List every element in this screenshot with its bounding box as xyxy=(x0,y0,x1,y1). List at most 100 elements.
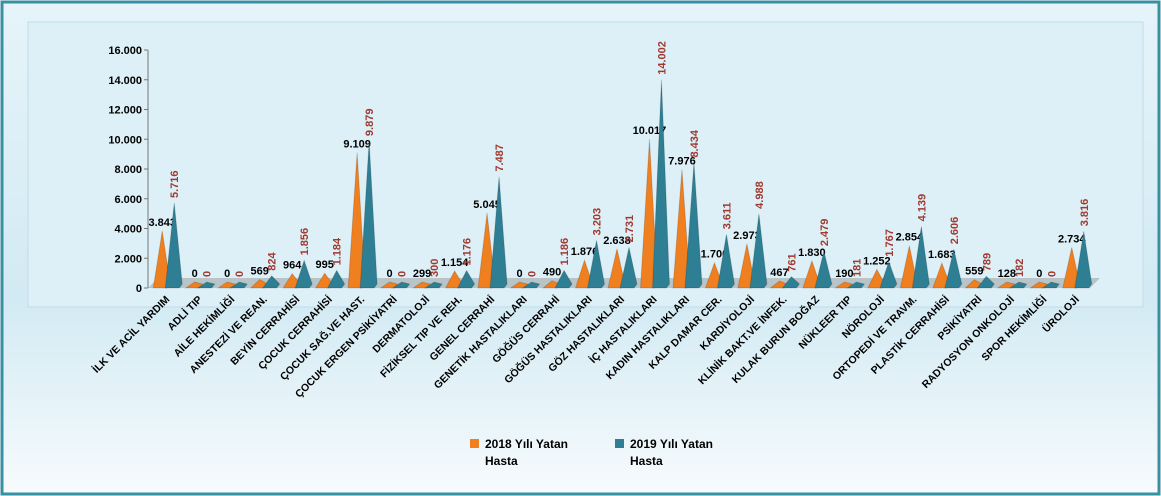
value-label: 299 xyxy=(413,268,431,280)
bar xyxy=(833,281,854,289)
value-label: 789 xyxy=(981,253,993,271)
value-label: 0 xyxy=(202,271,214,277)
value-label: 2.479 xyxy=(819,219,831,247)
value-label: 2.973 xyxy=(733,230,761,242)
value-label: 0 xyxy=(387,268,393,280)
legend: 2018 Yılı Yatan Hasta 2019 Yılı Yatan Has… xyxy=(470,436,730,470)
y-tick-label: 12.000 xyxy=(108,105,142,117)
value-label: 1.154 xyxy=(441,257,469,269)
bar xyxy=(456,269,476,289)
value-label: 5.045 xyxy=(473,199,501,211)
value-label: 1.700 xyxy=(701,249,729,261)
value-label: 128 xyxy=(998,268,1016,280)
value-label: 2.731 xyxy=(624,215,636,243)
value-label: 9.109 xyxy=(343,139,371,151)
bar xyxy=(814,251,833,289)
bar xyxy=(520,281,541,289)
y-tick-label: 4.000 xyxy=(114,224,142,236)
legend-label: 2018 Yılı Yatan Hasta xyxy=(485,437,568,468)
value-label: 490 xyxy=(543,267,561,279)
value-label: 1.683 xyxy=(928,249,956,261)
value-label: 190 xyxy=(835,268,853,280)
bar xyxy=(378,281,399,289)
y-tick-label: 6.000 xyxy=(114,194,142,206)
bar xyxy=(261,274,281,289)
value-label: 5.716 xyxy=(169,170,181,198)
bar xyxy=(996,281,1016,289)
value-label: 569 xyxy=(251,266,269,278)
bar xyxy=(651,79,670,289)
y-tick-label: 10.000 xyxy=(108,134,142,146)
value-label: 2.734 xyxy=(1058,233,1086,245)
bar xyxy=(554,269,573,289)
plot-area xyxy=(27,21,1144,308)
bar xyxy=(164,202,183,289)
bar xyxy=(184,281,204,289)
bar xyxy=(619,247,638,289)
value-label: 1.856 xyxy=(299,228,311,256)
value-label: 824 xyxy=(267,252,279,271)
legend-swatch xyxy=(615,439,624,448)
legend-label: 2019 Yılı Yatan Hasta xyxy=(630,437,713,468)
y-tick-label: 2.000 xyxy=(114,253,142,265)
value-label: 4.988 xyxy=(754,181,766,209)
value-label: 300 xyxy=(429,259,441,277)
value-label: 0 xyxy=(192,268,198,280)
value-label: 7.976 xyxy=(668,155,696,167)
value-label: 0 xyxy=(1036,268,1042,280)
value-label: 964 xyxy=(283,260,302,272)
value-label: 2.606 xyxy=(949,217,961,245)
value-label: 0 xyxy=(234,271,246,277)
value-label: 1.176 xyxy=(462,238,474,266)
bar xyxy=(216,281,237,289)
value-label: 14.002 xyxy=(656,41,668,75)
bar xyxy=(1040,281,1061,289)
y-tick-label: 14.000 xyxy=(108,75,142,87)
value-label: 1.184 xyxy=(332,237,344,265)
bar xyxy=(749,213,768,289)
y-tick-label: 0 xyxy=(136,283,142,295)
value-label: 1.830 xyxy=(798,247,826,259)
bar xyxy=(684,162,703,289)
bar xyxy=(411,281,431,289)
value-label: 0 xyxy=(224,268,230,280)
value-label: 559 xyxy=(965,266,983,278)
bar xyxy=(1074,231,1093,289)
bar xyxy=(1008,281,1028,289)
value-label: 3.203 xyxy=(592,208,604,236)
bar xyxy=(781,275,801,289)
value-label: 1.767 xyxy=(884,229,896,257)
value-label: 8.434 xyxy=(689,129,701,157)
value-label: 3.611 xyxy=(721,202,733,229)
value-label: 0 xyxy=(527,271,539,277)
value-label: 0 xyxy=(1046,271,1058,277)
value-label: 9.879 xyxy=(364,109,376,137)
value-label: 181 xyxy=(851,259,863,277)
y-tick-label: 16.000 xyxy=(108,45,142,57)
value-label: 995 xyxy=(315,259,333,271)
bar xyxy=(359,141,378,289)
bar xyxy=(976,275,995,289)
bar xyxy=(423,281,443,289)
bar xyxy=(716,234,735,289)
bar xyxy=(508,281,529,289)
bar xyxy=(911,226,930,289)
bar xyxy=(845,281,866,289)
bar xyxy=(228,281,249,289)
bar xyxy=(196,281,216,289)
bar xyxy=(326,269,346,289)
value-label: 2.638 xyxy=(603,235,631,247)
bar xyxy=(586,240,606,289)
bar xyxy=(944,249,963,289)
value-label: 7.487 xyxy=(494,144,506,172)
value-label: 761 xyxy=(786,253,798,271)
value-label: 182 xyxy=(1014,259,1026,277)
bar xyxy=(1028,281,1049,289)
bar xyxy=(879,260,898,289)
value-label: 3.843 xyxy=(148,217,176,229)
value-label: 0 xyxy=(516,268,522,280)
value-label: 2.854 xyxy=(896,232,924,244)
value-label: 0 xyxy=(397,271,409,277)
